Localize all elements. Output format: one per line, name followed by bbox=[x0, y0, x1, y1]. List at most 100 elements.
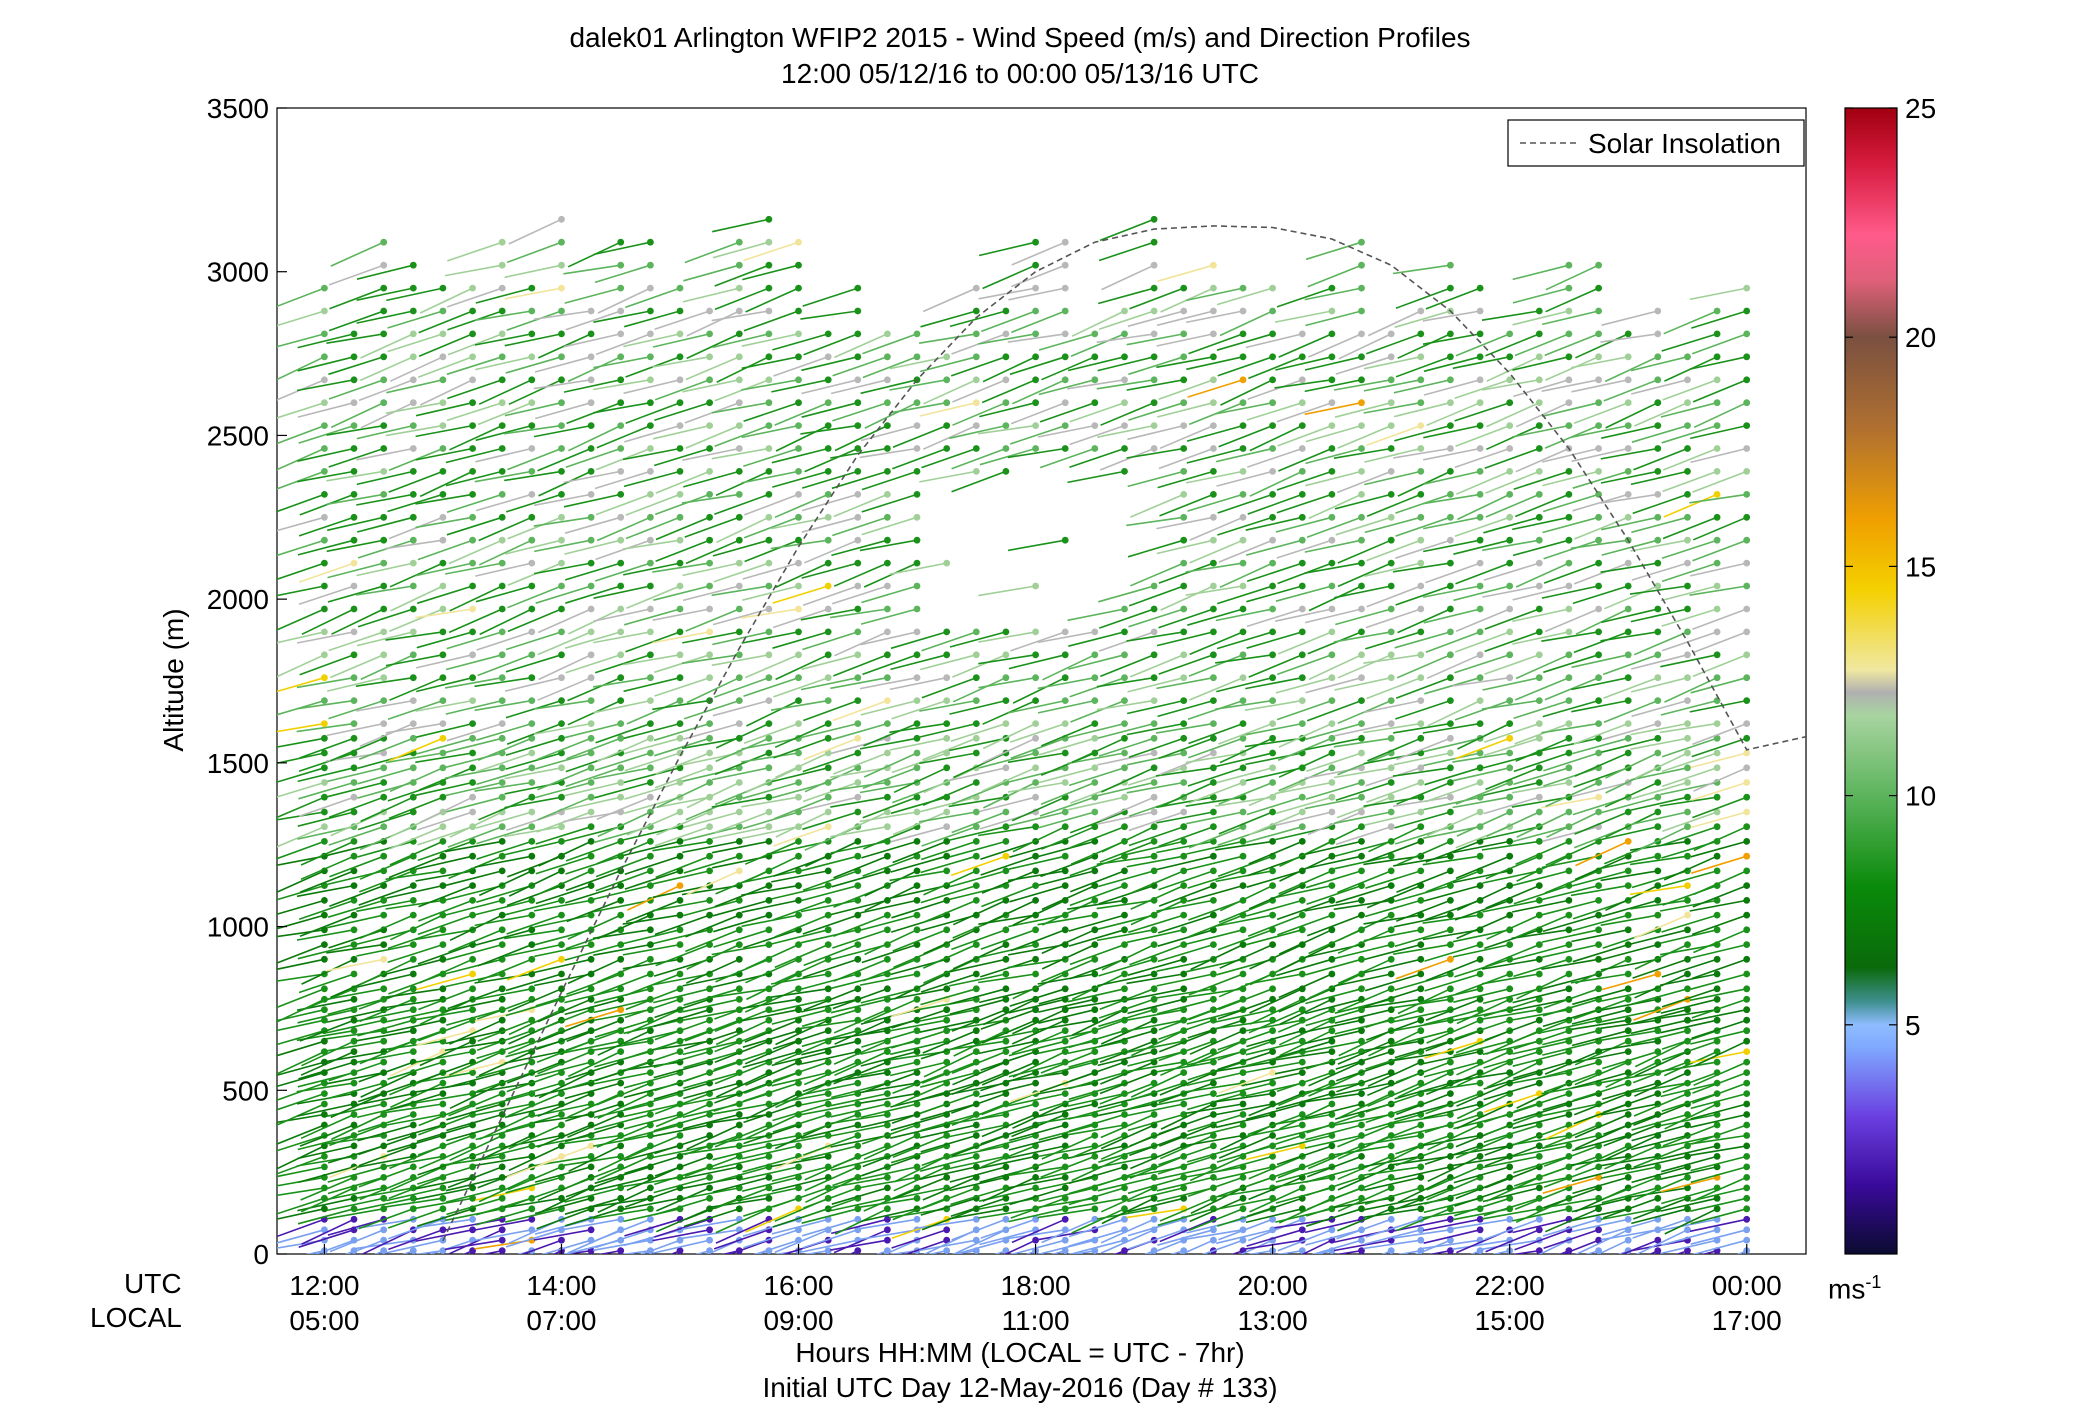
wind-barb-line bbox=[741, 608, 799, 619]
wind-barb-line bbox=[923, 1050, 977, 1078]
wind-barb-line bbox=[742, 585, 799, 601]
wind-barb-point bbox=[1269, 559, 1276, 567]
wind-barb-line bbox=[1100, 654, 1155, 678]
wind-barb-line bbox=[771, 1176, 829, 1192]
wind-barb-line bbox=[296, 676, 355, 689]
wind-barb-line bbox=[682, 379, 740, 393]
wind-barb-line bbox=[770, 1134, 829, 1147]
wind-barb-line bbox=[356, 1155, 414, 1169]
wind-barb-line bbox=[326, 958, 384, 972]
wind-barb-point bbox=[498, 536, 506, 544]
wind-barb-line bbox=[277, 1061, 325, 1076]
wind-barb-line bbox=[1038, 1187, 1095, 1203]
wind-barb-line bbox=[829, 1113, 888, 1125]
wind-barb-point bbox=[1180, 353, 1188, 361]
wind-barb-point bbox=[943, 445, 951, 452]
wind-barb-point bbox=[1210, 261, 1217, 269]
wind-barb-point bbox=[1476, 559, 1484, 567]
wind-barb-point bbox=[1121, 468, 1128, 475]
wind-barb-line bbox=[801, 356, 858, 372]
wind-barb-point bbox=[1387, 1205, 1395, 1213]
wind-barb-line bbox=[565, 1103, 621, 1122]
wind-barb-point bbox=[498, 1247, 506, 1254]
wind-barb-point bbox=[884, 399, 891, 407]
wind-barb-point bbox=[587, 1153, 595, 1160]
wind-barb-point bbox=[972, 897, 980, 904]
wind-barb-line bbox=[326, 722, 384, 737]
wind-barb-line bbox=[1188, 825, 1244, 849]
wind-barb-point bbox=[676, 513, 684, 521]
wind-barb-point bbox=[1002, 852, 1010, 860]
wind-barb-line bbox=[952, 1061, 1007, 1086]
wind-barb-point bbox=[1091, 1132, 1099, 1139]
wind-barb-line bbox=[504, 1103, 562, 1119]
wind-barb-line bbox=[1219, 310, 1273, 337]
wind-barb-line bbox=[686, 943, 740, 970]
wind-barb-line bbox=[728, 1239, 770, 1254]
wind-barb-point bbox=[558, 1142, 565, 1150]
wind-barb-line bbox=[567, 676, 622, 702]
wind-barb-line bbox=[1129, 1155, 1185, 1179]
wind-barb-line bbox=[656, 811, 710, 836]
wind-barb-point bbox=[1002, 674, 1010, 682]
wind-barb-line bbox=[894, 1155, 948, 1183]
wind-barb-line bbox=[684, 1019, 740, 1042]
wind-barb-point bbox=[706, 651, 713, 659]
wind-barb-point bbox=[1358, 399, 1365, 407]
wind-barb-point bbox=[884, 468, 891, 475]
wind-barb-point bbox=[1269, 651, 1276, 659]
wind-barb-point bbox=[558, 445, 565, 452]
wind-barb-point bbox=[972, 882, 980, 889]
wind-barb-point bbox=[884, 559, 891, 567]
wind-barb-line bbox=[277, 1071, 325, 1088]
wind-barb-line bbox=[594, 562, 651, 582]
wind-barb-line bbox=[537, 676, 592, 701]
wind-barb-point bbox=[439, 1100, 447, 1108]
wind-barb-point bbox=[321, 674, 328, 682]
wind-barb-line bbox=[949, 699, 1007, 715]
wind-barb-line bbox=[1100, 401, 1155, 426]
wind-barb-point bbox=[1002, 941, 1010, 948]
wind-barb-line bbox=[773, 737, 829, 759]
wind-barb-line bbox=[357, 608, 414, 628]
wind-barb-line bbox=[654, 401, 710, 422]
wind-barb-point bbox=[1150, 1027, 1158, 1035]
wind-barb-point bbox=[528, 468, 536, 475]
wind-barb-point bbox=[439, 422, 447, 429]
wind-barb-point bbox=[409, 1006, 417, 1014]
wind-barb-point bbox=[1358, 697, 1365, 704]
wind-barb-line bbox=[533, 899, 592, 912]
wind-barb-point bbox=[1269, 536, 1276, 544]
wind-barb-point bbox=[1239, 376, 1247, 384]
wind-barb-point bbox=[380, 536, 388, 544]
wind-barb-point bbox=[1387, 1247, 1395, 1254]
wind-barb-line bbox=[681, 737, 740, 750]
wind-barb-point bbox=[380, 1016, 388, 1024]
wind-barb-line bbox=[1248, 1155, 1303, 1180]
wind-barb-line bbox=[1158, 1145, 1214, 1166]
wind-barb-point bbox=[1387, 926, 1395, 934]
wind-barb-line bbox=[978, 973, 1036, 984]
wind-barb-line bbox=[563, 264, 621, 275]
wind-barb-line bbox=[1218, 1071, 1273, 1094]
wind-barb-point bbox=[706, 1226, 713, 1234]
wind-barb-point bbox=[647, 330, 654, 338]
wind-barb-point bbox=[735, 491, 743, 498]
wind-barb-line bbox=[563, 333, 621, 348]
wind-barb-point bbox=[1002, 1215, 1010, 1223]
wind-barb-line bbox=[416, 631, 473, 649]
wind-barb-line bbox=[477, 958, 533, 982]
wind-barb-line bbox=[1011, 310, 1066, 334]
wind-barb-line bbox=[860, 1208, 918, 1223]
wind-barb-point bbox=[1239, 559, 1247, 567]
wind-barb-point bbox=[1121, 941, 1128, 948]
wind-barb-line bbox=[389, 608, 444, 632]
wind-barb-point bbox=[647, 793, 654, 801]
wind-barb-point bbox=[913, 1215, 921, 1223]
wind-barb-line bbox=[449, 1082, 503, 1110]
wind-barb-point bbox=[1358, 985, 1365, 993]
wind-barb-line bbox=[1186, 287, 1244, 302]
wind-barb-point bbox=[1269, 376, 1276, 384]
wind-barb-line bbox=[681, 1229, 740, 1240]
wind-barb-line bbox=[682, 840, 740, 854]
